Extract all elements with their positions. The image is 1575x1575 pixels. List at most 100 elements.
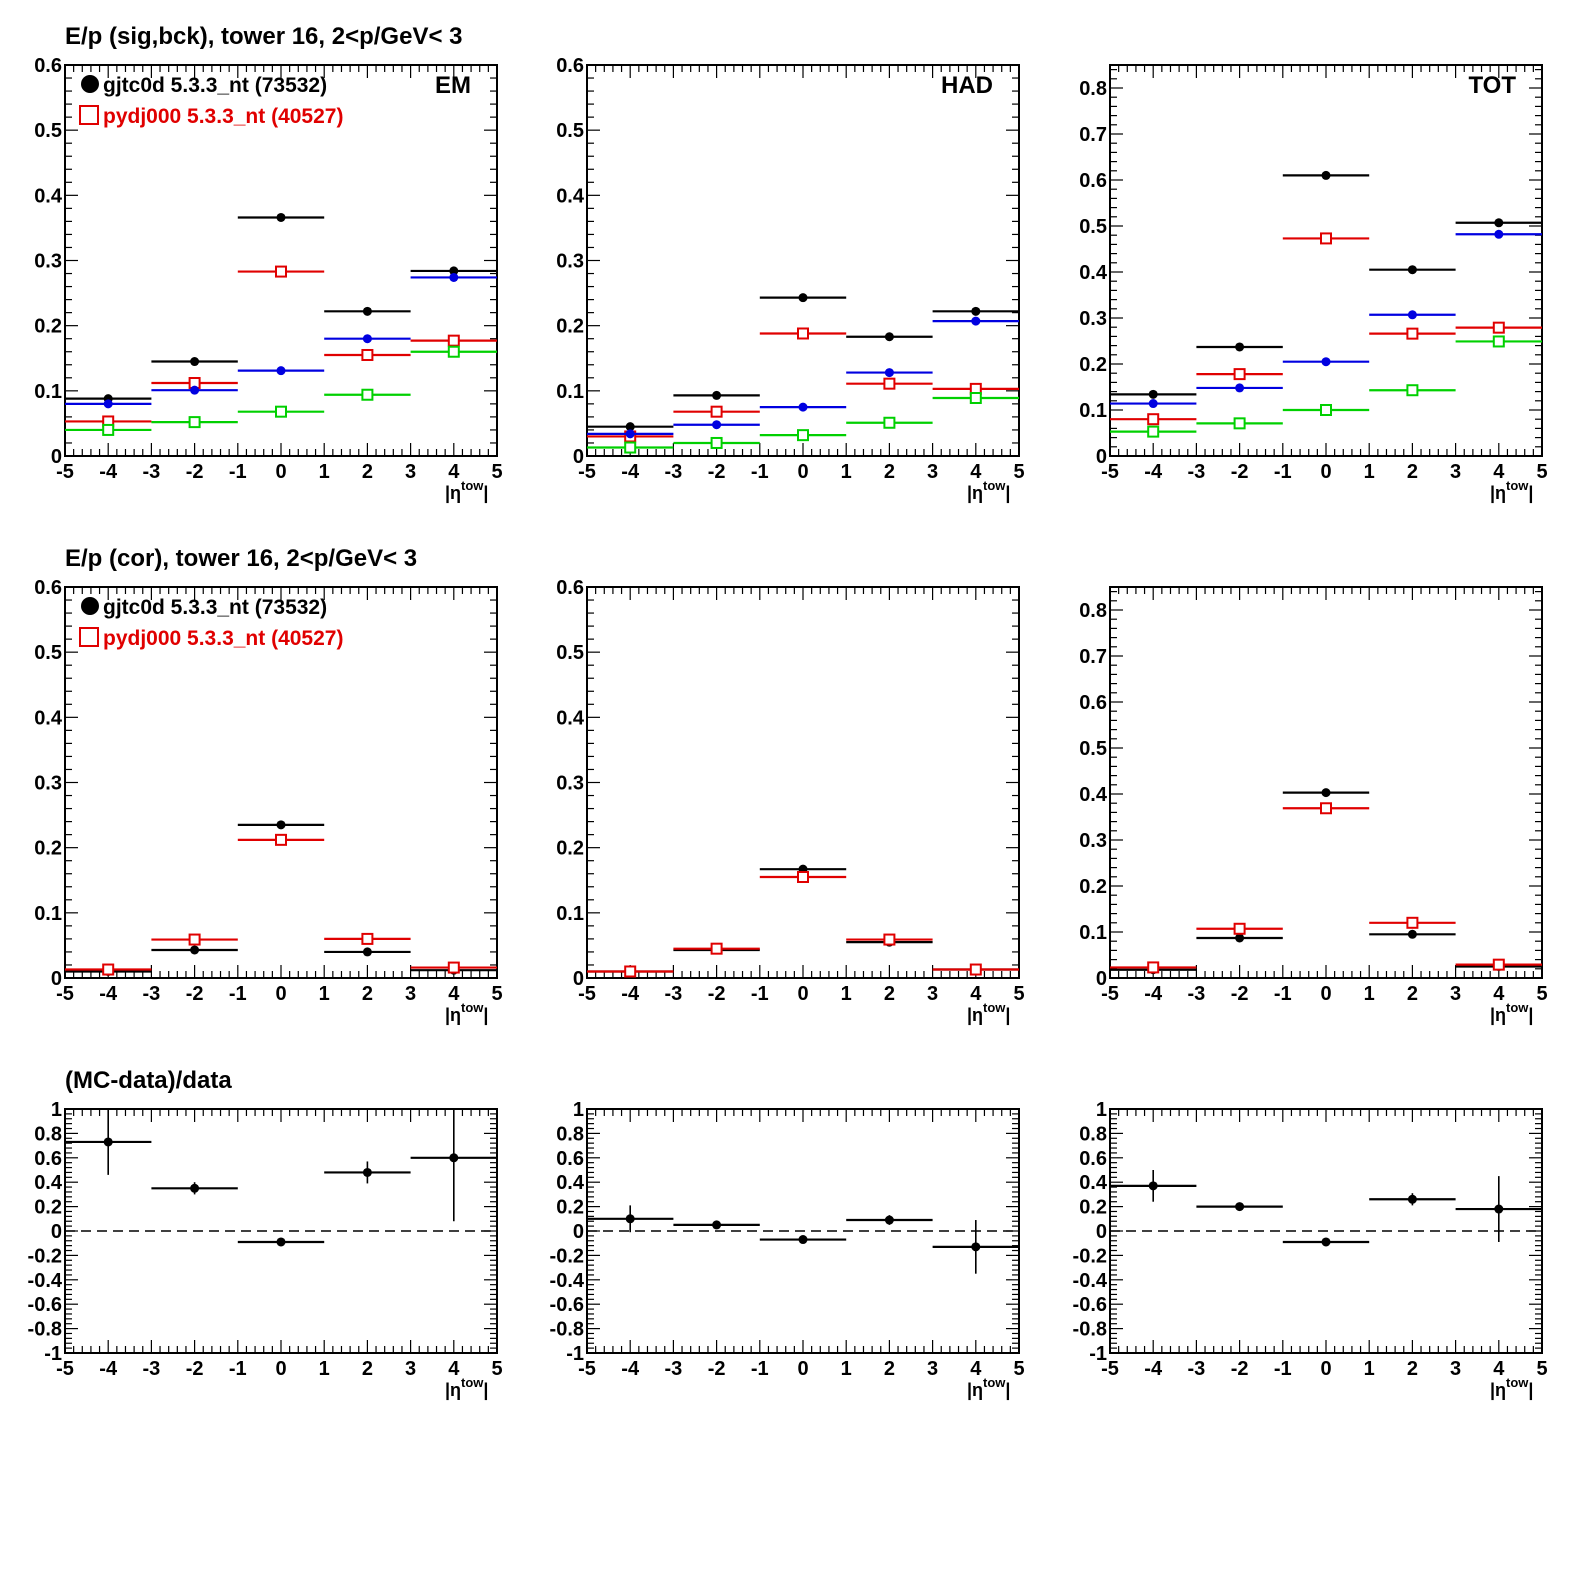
data-point: [1321, 170, 1331, 180]
y-tick-label: -0.2: [28, 1245, 62, 1267]
x-tick-label: -1: [229, 1358, 247, 1380]
data-point: [1407, 1194, 1417, 1204]
data-point: [447, 961, 460, 974]
x-tick-label: 2: [884, 1358, 895, 1380]
y-tick-label: 0.6: [556, 577, 584, 599]
y-tick-label: 0.4: [1079, 262, 1108, 284]
legend-mc-marker: [79, 105, 99, 125]
x-tick-label: 1: [319, 1358, 330, 1380]
x-tick-label: 2: [884, 461, 895, 483]
y-tick-label: 0.6: [1079, 170, 1107, 192]
y-tick-label: -0.8: [1073, 1319, 1107, 1341]
data-point: [103, 1137, 113, 1147]
data-point: [1407, 929, 1417, 939]
x-tick-label: 1: [1364, 983, 1375, 1005]
y-tick-label: -0.2: [1073, 1245, 1107, 1267]
data-point: [971, 306, 981, 316]
x-tick-label: 4: [448, 1358, 460, 1380]
data-point: [190, 1183, 200, 1193]
data-point: [361, 348, 374, 361]
y-tick-label: 0.2: [1079, 1197, 1107, 1219]
data-point: [884, 332, 894, 342]
x-tick-label: 4: [1493, 461, 1505, 483]
y-tick-label: 0.2: [556, 1197, 584, 1219]
data-point: [1148, 1181, 1158, 1191]
data-point: [710, 405, 723, 418]
data-point: [362, 306, 372, 316]
legend-mc-label: pydj000 5.3.3_nt (40527): [103, 627, 343, 650]
y-tick-label: 0: [1096, 1221, 1107, 1243]
x-tick-label: -1: [751, 983, 769, 1005]
x-tick-label: 3: [1450, 1358, 1461, 1380]
data-point: [797, 327, 809, 340]
y-tick-label: -0.8: [28, 1319, 62, 1341]
y-tick-label: 0.5: [34, 120, 62, 142]
y-tick-label: 0: [51, 968, 62, 990]
y-tick-label: 0.4: [556, 185, 585, 207]
y-tick-label: -0.8: [550, 1319, 584, 1341]
y-tick-label: -1: [566, 1343, 584, 1365]
data-point: [969, 392, 982, 405]
x-tick-label: -5: [56, 461, 74, 483]
y-tick-label: 0.3: [556, 773, 584, 795]
x-tick-label: 5: [491, 461, 502, 483]
x-axis-title: |ηtow|: [1490, 1000, 1533, 1025]
x-tick-label: 3: [1450, 461, 1461, 483]
data-point: [362, 1167, 372, 1177]
data-point: [361, 388, 374, 401]
data-point: [710, 942, 723, 955]
data-point: [1235, 1202, 1245, 1212]
y-tick-label: -0.4: [28, 1270, 63, 1292]
data-point: [1494, 1204, 1504, 1214]
x-tick-label: 2: [1407, 461, 1418, 483]
y-tick-label: 1: [573, 1099, 584, 1121]
x-tick-label: 1: [841, 461, 852, 483]
data-point: [798, 1235, 808, 1245]
x-tick-label: -2: [186, 1358, 204, 1380]
x-tick-label: 1: [319, 461, 330, 483]
data-point: [969, 963, 982, 976]
x-tick-label: -4: [621, 461, 640, 483]
y-tick-label: 0: [1096, 446, 1107, 468]
data-point: [102, 423, 115, 436]
data-point: [884, 1215, 894, 1225]
x-tick-label: -5: [578, 1358, 596, 1380]
data-point: [190, 357, 200, 367]
data-point: [1320, 232, 1332, 245]
x-tick-label: -1: [1274, 983, 1292, 1005]
x-tick-label: 1: [1364, 1358, 1375, 1380]
x-tick-label: 2: [1407, 1358, 1418, 1380]
x-tick-label: 3: [927, 461, 938, 483]
data-point: [449, 1153, 459, 1163]
y-tick-label: 0.8: [556, 1123, 584, 1145]
x-tick-label: 1: [1364, 461, 1375, 483]
y-tick-label: 0.1: [556, 381, 584, 403]
data-point: [1233, 922, 1246, 935]
x-tick-label: -2: [1231, 461, 1249, 483]
x-tick-label: -2: [1231, 983, 1249, 1005]
data-point: [1320, 802, 1332, 815]
data-point: [1407, 265, 1417, 275]
x-tick-label: -1: [751, 461, 769, 483]
x-tick-label: 0: [1320, 983, 1331, 1005]
data-point: [276, 820, 286, 830]
data-point: [276, 212, 286, 222]
y-tick-label: 0: [573, 446, 584, 468]
data-point: [103, 399, 113, 409]
y-tick-label: 0.6: [556, 55, 584, 77]
data-point: [1407, 310, 1417, 320]
y-tick-label: 0.1: [556, 903, 584, 925]
y-tick-label: 1: [51, 1099, 62, 1121]
y-tick-label: 0.3: [1079, 308, 1107, 330]
x-tick-label: 5: [491, 1358, 502, 1380]
y-tick-label: 0.2: [556, 838, 584, 860]
y-tick-label: 0.6: [556, 1148, 584, 1170]
data-point: [1148, 389, 1158, 399]
data-point: [361, 932, 374, 945]
chart-panel: -5 -4 -3 -2 -1 0 1 2 3 4 5 0 0.1 0.2 0.3 0.4 0.5 0.6 0.7 0.…: [1079, 64, 1548, 503]
data-point: [1147, 413, 1160, 426]
x-tick-label: 5: [1013, 1358, 1024, 1380]
data-point: [1321, 357, 1331, 367]
chart-panel: -5 -4 -3 -2 -1 0 1 2 3 4 5 0 0.1 0.2 0.3 0.4 0.5 0.6 |ηtow…: [556, 55, 1024, 503]
x-tick-label: -4: [99, 983, 118, 1005]
